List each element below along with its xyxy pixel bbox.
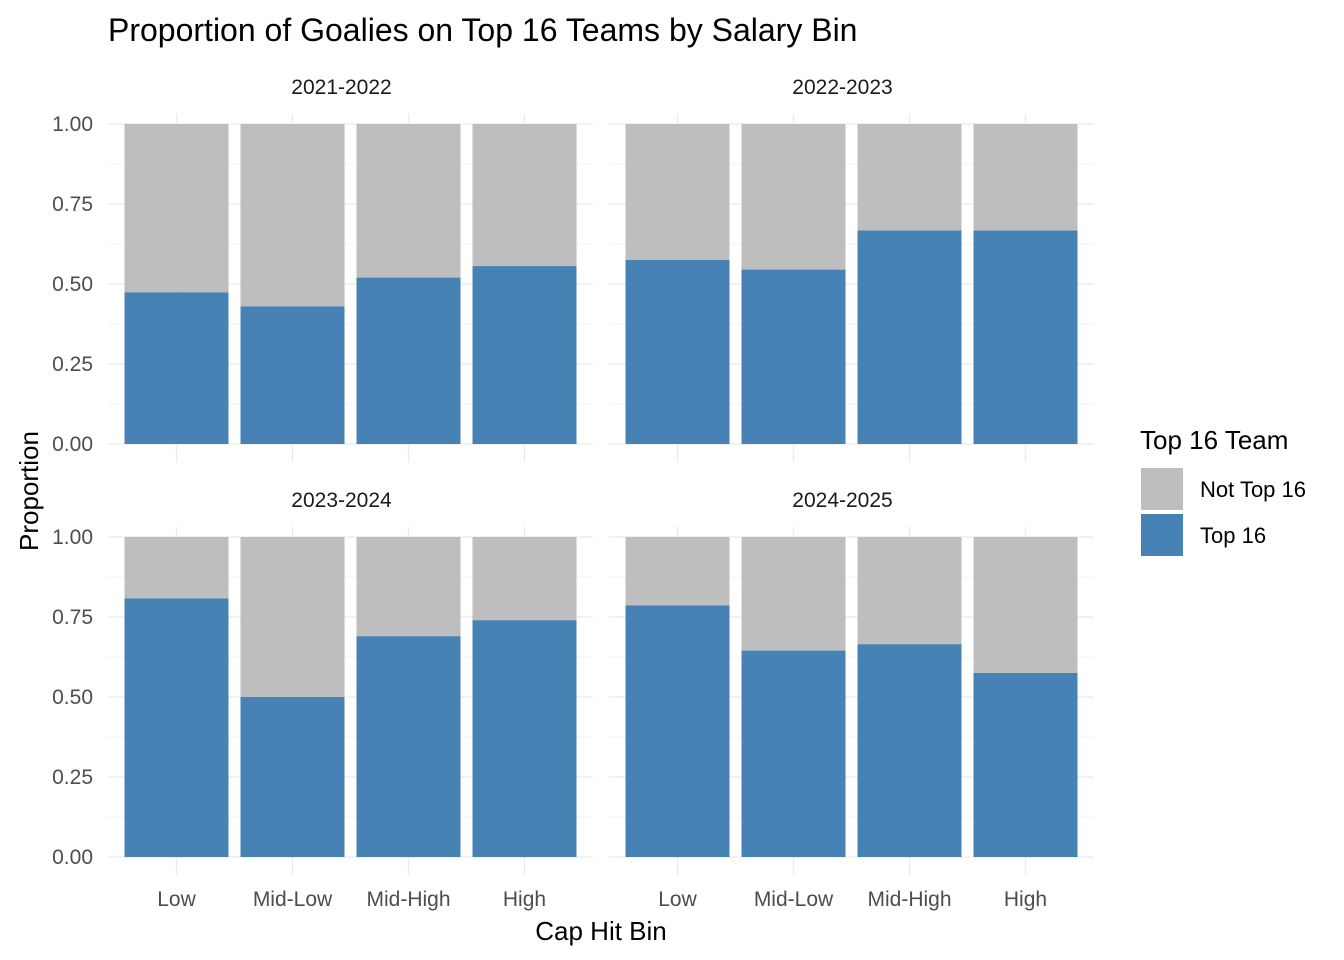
legend: Top 16 Team Not Top 16 Top 16 <box>1140 425 1306 556</box>
bar-top-16 <box>973 230 1078 444</box>
bar-top-16 <box>973 673 1078 857</box>
bar-top-16 <box>472 266 577 444</box>
bar-top-16 <box>124 292 229 444</box>
bar-not-top-16 <box>625 537 730 606</box>
x-tick-label: Mid-High <box>366 888 450 911</box>
legend-label: Top 16 <box>1200 523 1266 548</box>
bar-not-top-16 <box>356 124 461 278</box>
x-tick-label: Mid-Low <box>754 888 834 911</box>
bar-not-top-16 <box>124 537 229 599</box>
bar-not-top-16 <box>857 124 962 231</box>
y-tick-label: 1.00 <box>52 526 93 549</box>
facet-title: 2021-2022 <box>291 76 391 99</box>
y-tick-label: 0.75 <box>52 606 93 629</box>
bar-not-top-16 <box>240 537 345 697</box>
bar-top-16 <box>472 620 577 857</box>
facet-title: 2023-2024 <box>291 489 392 512</box>
facet-panel: 2021-2022 0.00 0.25 0.50 0.75 1.00 <box>52 76 593 462</box>
bar-not-top-16 <box>973 124 1078 231</box>
bar-not-top-16 <box>124 124 229 293</box>
x-tick-label: Low <box>157 888 196 911</box>
bar-top-16 <box>741 269 846 444</box>
bar-top-16 <box>857 230 962 444</box>
legend-swatch <box>1141 468 1183 510</box>
y-tick-label: 0.50 <box>52 273 93 296</box>
bar-top-16 <box>124 598 229 857</box>
bar-top-16 <box>857 644 962 857</box>
y-tick-label: 1.00 <box>52 113 93 136</box>
bar-not-top-16 <box>356 537 461 637</box>
facet-title: 2024-2025 <box>792 489 892 512</box>
x-axis-title: Cap Hit Bin <box>535 916 667 946</box>
facet-title: 2022-2023 <box>792 76 892 99</box>
legend-title: Top 16 Team <box>1140 425 1288 455</box>
y-tick-label: 0.50 <box>52 686 93 709</box>
facet-panel: 2023-2024 Low Mid-Low Mid-High High 0.00 0.25 0… <box>52 489 593 911</box>
bar-not-top-16 <box>472 537 577 621</box>
x-tick-label: High <box>503 888 546 911</box>
bar-top-16 <box>240 697 345 857</box>
bar-top-16 <box>356 277 461 444</box>
legend-label: Not Top 16 <box>1200 477 1306 502</box>
bar-top-16 <box>240 306 345 444</box>
y-tick-label: 0.00 <box>52 846 93 869</box>
y-tick-label: 0.00 <box>52 433 93 456</box>
x-tick-label: High <box>1004 888 1047 911</box>
x-tick-label: Mid-Low <box>253 888 333 911</box>
facet-panels: 2021-2022 0.00 0.25 0.50 0.75 1.00 2022-2023 20… <box>52 76 1094 911</box>
facet-panel: 2024-2025 Low Mid-Low Mid-High High <box>609 489 1094 911</box>
x-tick-label: Low <box>658 888 697 911</box>
bar-not-top-16 <box>741 537 846 651</box>
facet-panel: 2022-2023 <box>609 76 1094 462</box>
y-tick-label: 0.75 <box>52 193 93 216</box>
bar-top-16 <box>625 605 730 857</box>
bar-not-top-16 <box>973 537 1078 673</box>
x-tick-label: Mid-High <box>867 888 951 911</box>
bar-not-top-16 <box>741 124 846 270</box>
bar-not-top-16 <box>472 124 577 267</box>
bar-not-top-16 <box>625 124 730 260</box>
y-axis-title: Proportion <box>14 431 44 551</box>
bar-top-16 <box>625 260 730 444</box>
bar-not-top-16 <box>240 124 345 307</box>
bar-top-16 <box>741 650 846 857</box>
y-tick-label: 0.25 <box>52 766 93 789</box>
chart-title: Proportion of Goalies on Top 16 Teams by… <box>108 12 857 48</box>
y-tick-label: 0.25 <box>52 353 93 376</box>
bar-top-16 <box>356 636 461 857</box>
legend-swatch <box>1141 514 1183 556</box>
bar-not-top-16 <box>857 537 962 645</box>
